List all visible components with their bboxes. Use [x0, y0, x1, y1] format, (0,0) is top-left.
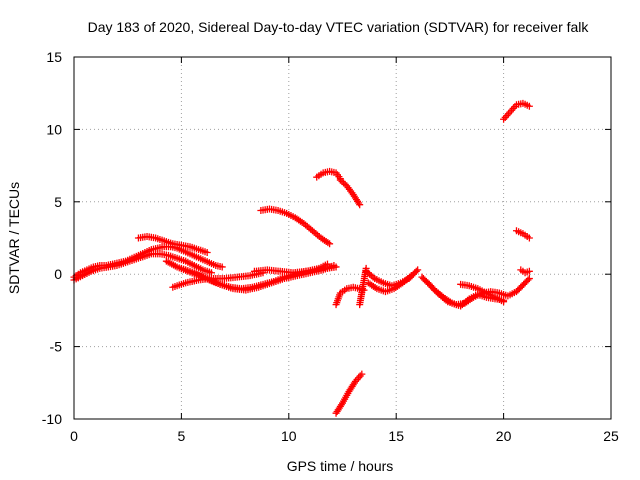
series-sat-u: [517, 266, 533, 277]
series-sat-h: [257, 205, 334, 248]
series-sat-r: [457, 280, 508, 306]
data-point: [326, 240, 334, 248]
data-point: [323, 260, 331, 268]
data-point-track: [524, 276, 532, 284]
x-tick-label: 15: [388, 428, 404, 444]
data-point: [407, 272, 415, 280]
y-axis-ticks: -10 -5 0 5 10 15: [42, 49, 611, 427]
series-sat-t: [512, 227, 533, 242]
y-tick-label: 5: [54, 194, 62, 210]
series-sat-c: [134, 233, 211, 256]
x-tick-label: 10: [281, 428, 297, 444]
plot-frame: [73, 56, 612, 420]
series-sat-g: [250, 260, 331, 277]
y-tick-label: 15: [46, 49, 62, 65]
series-sat-s: [500, 99, 533, 123]
data-point: [218, 263, 226, 271]
series-sat-j: [336, 176, 364, 209]
series-sat-l: [332, 283, 368, 309]
series-sat-b: [70, 250, 215, 284]
data-point: [356, 201, 364, 209]
data-point: [414, 266, 422, 274]
data-points: [70, 99, 533, 417]
series-sat-o: [364, 272, 415, 296]
y-tick-label: 10: [46, 121, 62, 137]
x-tick-label: 20: [496, 428, 512, 444]
data-point: [525, 234, 533, 242]
y-tick-label: -10: [42, 411, 62, 427]
data-point: [525, 275, 533, 283]
data-point: [330, 262, 338, 270]
chart-title: Day 183 of 2020, Sidereal Day-to-day VTE…: [88, 19, 590, 35]
data-point-track: [412, 267, 420, 275]
y-axis-label: SDTVAR / TECUs: [6, 182, 22, 294]
x-axis-ticks: 0 5 10 15 20 25: [70, 57, 619, 444]
data-point: [203, 248, 211, 256]
data-point: [525, 102, 533, 110]
y-tick-label: 0: [54, 266, 62, 282]
x-tick-label: 0: [70, 428, 78, 444]
data-point: [500, 298, 508, 306]
series-sat-k: [332, 370, 366, 417]
x-axis-label: GPS time / hours: [287, 458, 394, 474]
data-point: [358, 370, 366, 378]
data-point: [525, 267, 533, 275]
x-tick-label: 5: [178, 428, 186, 444]
x-tick-label: 25: [603, 428, 619, 444]
y-tick-label: -5: [50, 339, 63, 355]
